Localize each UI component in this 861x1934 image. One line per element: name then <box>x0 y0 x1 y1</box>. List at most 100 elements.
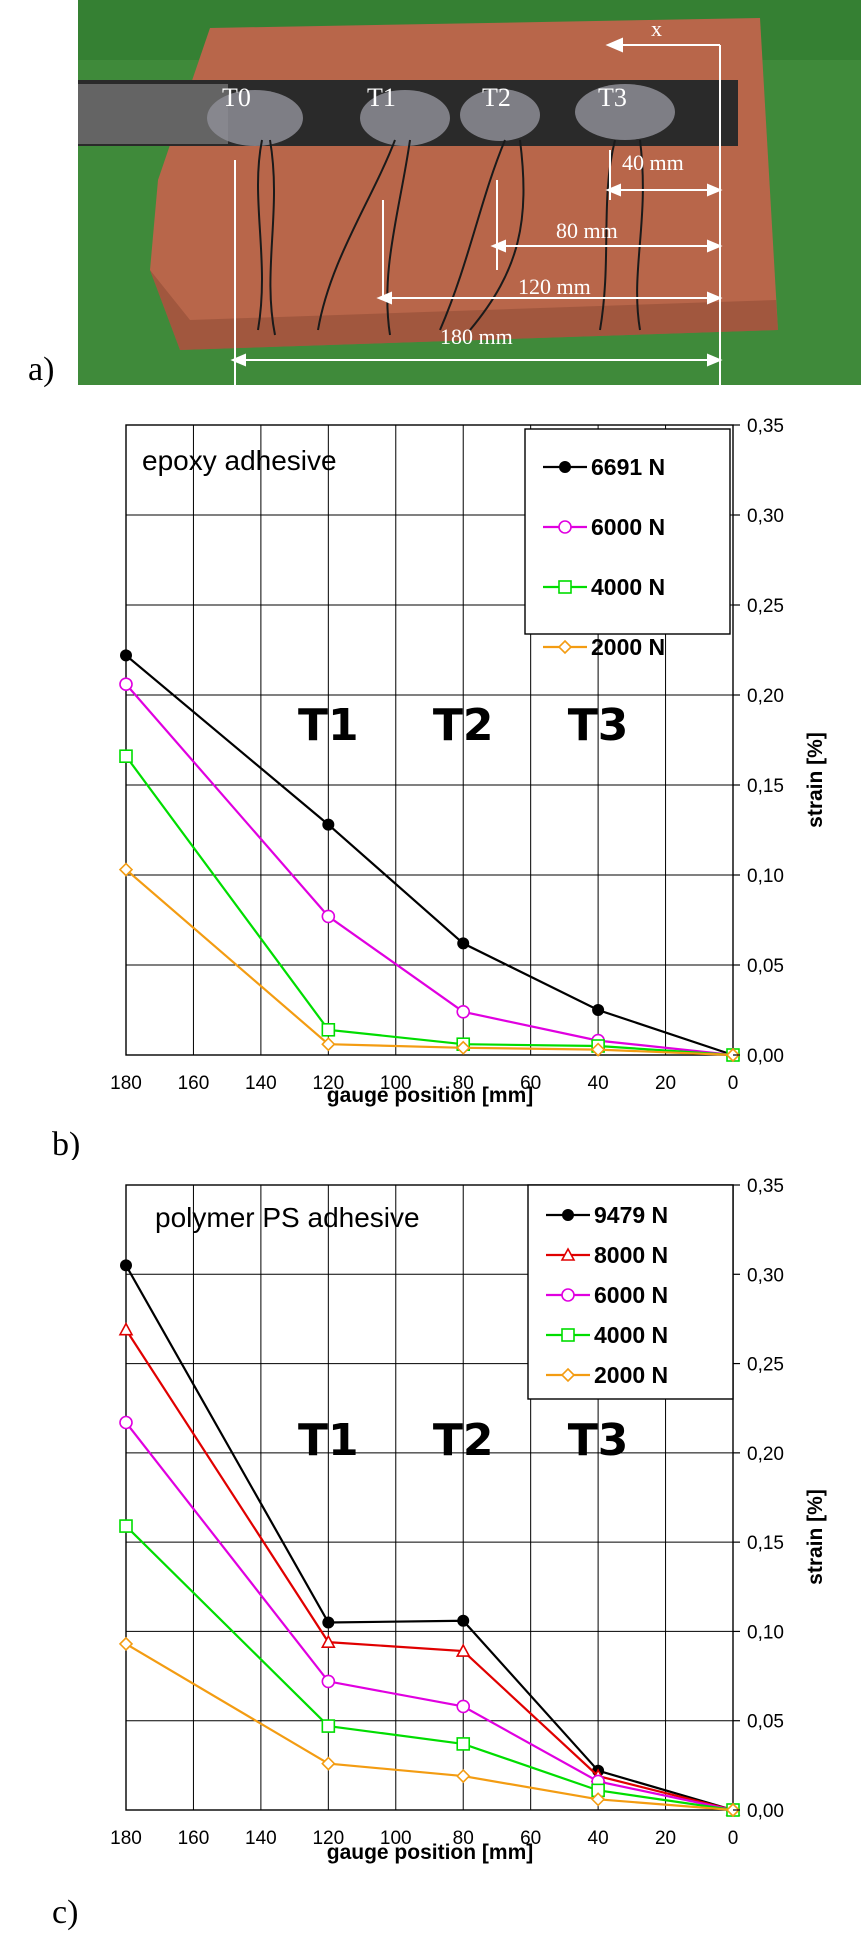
data-point <box>456 1699 471 1714</box>
x-tick-label: 160 <box>178 1828 210 1849</box>
data-point <box>118 1321 134 1336</box>
gauge-label-t1: T1 <box>367 83 396 112</box>
legend-marker <box>562 1209 574 1221</box>
panel-label-a: a) <box>28 351 54 388</box>
x-tick-label: 40 <box>588 1828 609 1849</box>
x-tick-label: 140 <box>245 1073 277 1094</box>
legend-marker <box>557 639 573 655</box>
x-tick-label: 180 <box>110 1073 142 1094</box>
data-point <box>322 1616 335 1629</box>
dimension-180mm: 180 mm <box>440 324 513 349</box>
y-tick-label: 0,15 <box>747 776 784 797</box>
series-lines <box>118 1259 741 1818</box>
gauge-label-t0: T0 <box>222 83 251 112</box>
data-point <box>456 1004 471 1019</box>
y-tick-label: 0,00 <box>747 1801 784 1822</box>
y-tick-label: 0,30 <box>747 1265 784 1286</box>
y-tick-label: 0,00 <box>747 1046 784 1067</box>
data-point <box>456 1768 471 1784</box>
axis-x-label: x <box>651 16 662 41</box>
y-tick-label: 0,05 <box>747 956 784 977</box>
y-tick-label: 0,20 <box>747 1444 784 1465</box>
data-point <box>119 1415 133 1430</box>
legend-label: 4000 N <box>594 1322 668 1348</box>
legend: 6691 N 6000 N 4000 N 2000 N <box>524 428 731 660</box>
y-tick-label: 0,25 <box>747 1355 784 1376</box>
x-axis-title: gauge position [mm] <box>327 1084 534 1107</box>
data-point <box>457 937 470 950</box>
gauge-annotation: T1 <box>298 1415 359 1466</box>
brick-shadow <box>150 270 778 350</box>
gauge-annotation: T3 <box>568 700 629 751</box>
legend-marker <box>560 1367 576 1383</box>
chart-title: epoxy adhesive <box>142 445 337 476</box>
data-point <box>321 1022 336 1037</box>
x-tick-label: 120 <box>312 1073 344 1094</box>
y-tick-label: 0,05 <box>747 1712 784 1733</box>
x-tick-label: 0 <box>728 1828 739 1849</box>
data-point <box>320 1634 336 1648</box>
data-point <box>118 862 134 877</box>
gauge-label-t2: T2 <box>482 83 511 112</box>
lead-wires <box>257 139 644 336</box>
x-tick-label: 20 <box>655 1073 676 1094</box>
x-ticks: 180 160 140 120 100 80 60 40 20 0 <box>110 1073 738 1094</box>
legend-label: 6000 N <box>591 514 665 540</box>
dimension-80mm: 80 mm <box>556 218 618 243</box>
data-point <box>321 1674 336 1689</box>
legend-label: 4000 N <box>591 574 665 600</box>
x-tick-label: 120 <box>312 1828 344 1849</box>
legend-label: 2000 N <box>594 1362 668 1388</box>
mesh-strip <box>78 84 228 144</box>
x-tick-label: 180 <box>110 1828 142 1849</box>
gauge-label-t3: T3 <box>598 83 627 112</box>
legend-box <box>524 428 731 635</box>
gauge-t2 <box>460 89 540 141</box>
gauge-annotation: T2 <box>433 700 494 751</box>
gauge-t3 <box>575 84 675 140</box>
series-lines <box>118 649 741 1063</box>
y-tick-label: 0,35 <box>747 416 784 437</box>
y-axis-title: strain [%] <box>804 1489 827 1585</box>
legend-marker <box>558 520 572 534</box>
gauge-t0 <box>207 90 303 146</box>
data-point <box>321 1037 336 1052</box>
panel-label-c: c) <box>52 1894 78 1931</box>
y-ticks: 0,00 0,05 0,10 0,15 0,20 0,25 0,30 0,35 <box>733 1176 784 1822</box>
data-point <box>457 1614 470 1627</box>
data-point <box>455 1643 471 1657</box>
data-point <box>321 909 336 924</box>
data-point <box>119 677 133 692</box>
polymer-strain-chart: 180 160 140 120 100 80 60 40 20 0 0,00 0,05 0,10 0,1… <box>52 1176 827 1931</box>
data-point <box>119 749 133 764</box>
gauge-annotation: T3 <box>568 1415 629 1466</box>
dimension-40mm: 40 mm <box>622 150 684 175</box>
dimension-lines <box>230 37 723 385</box>
y-ticks: 0,00 0,05 0,10 0,15 0,20 0,25 0,30 0,35 <box>733 416 784 1067</box>
x-axis-title: gauge position [mm] <box>327 1841 534 1864</box>
data-point <box>321 1756 336 1771</box>
gauge-annotation: T1 <box>298 700 359 751</box>
legend-marker <box>559 461 571 473</box>
legend: 9479 N 8000 N 6000 N 4000 N 2000 N <box>527 1184 734 1400</box>
x-tick-label: 40 <box>588 1073 609 1094</box>
y-tick-label: 0,10 <box>747 866 784 887</box>
annotations: T1 T2 T3 <box>298 1415 628 1466</box>
legend-label: 2000 N <box>591 634 665 660</box>
y-axis-title: strain [%] <box>804 732 827 828</box>
panel-label-b: b) <box>52 1126 80 1160</box>
y-tick-label: 0,15 <box>747 1533 784 1554</box>
data-point <box>120 1259 132 1272</box>
legend-label: 6691 N <box>591 454 665 480</box>
data-point <box>592 1004 605 1016</box>
data-point <box>119 1519 133 1533</box>
y-tick-label: 0,35 <box>747 1176 784 1197</box>
x-ticks: 180 160 140 120 100 80 60 40 20 0 <box>110 1828 738 1849</box>
gauge-t1 <box>360 90 450 146</box>
data-point <box>322 818 335 831</box>
x-tick-label: 140 <box>245 1828 277 1849</box>
chart-title: polymer PS adhesive <box>155 1202 420 1233</box>
legend-label: 9479 N <box>594 1202 668 1228</box>
x-tick-label: 80 <box>453 1073 474 1094</box>
legend-marker <box>561 1288 575 1302</box>
